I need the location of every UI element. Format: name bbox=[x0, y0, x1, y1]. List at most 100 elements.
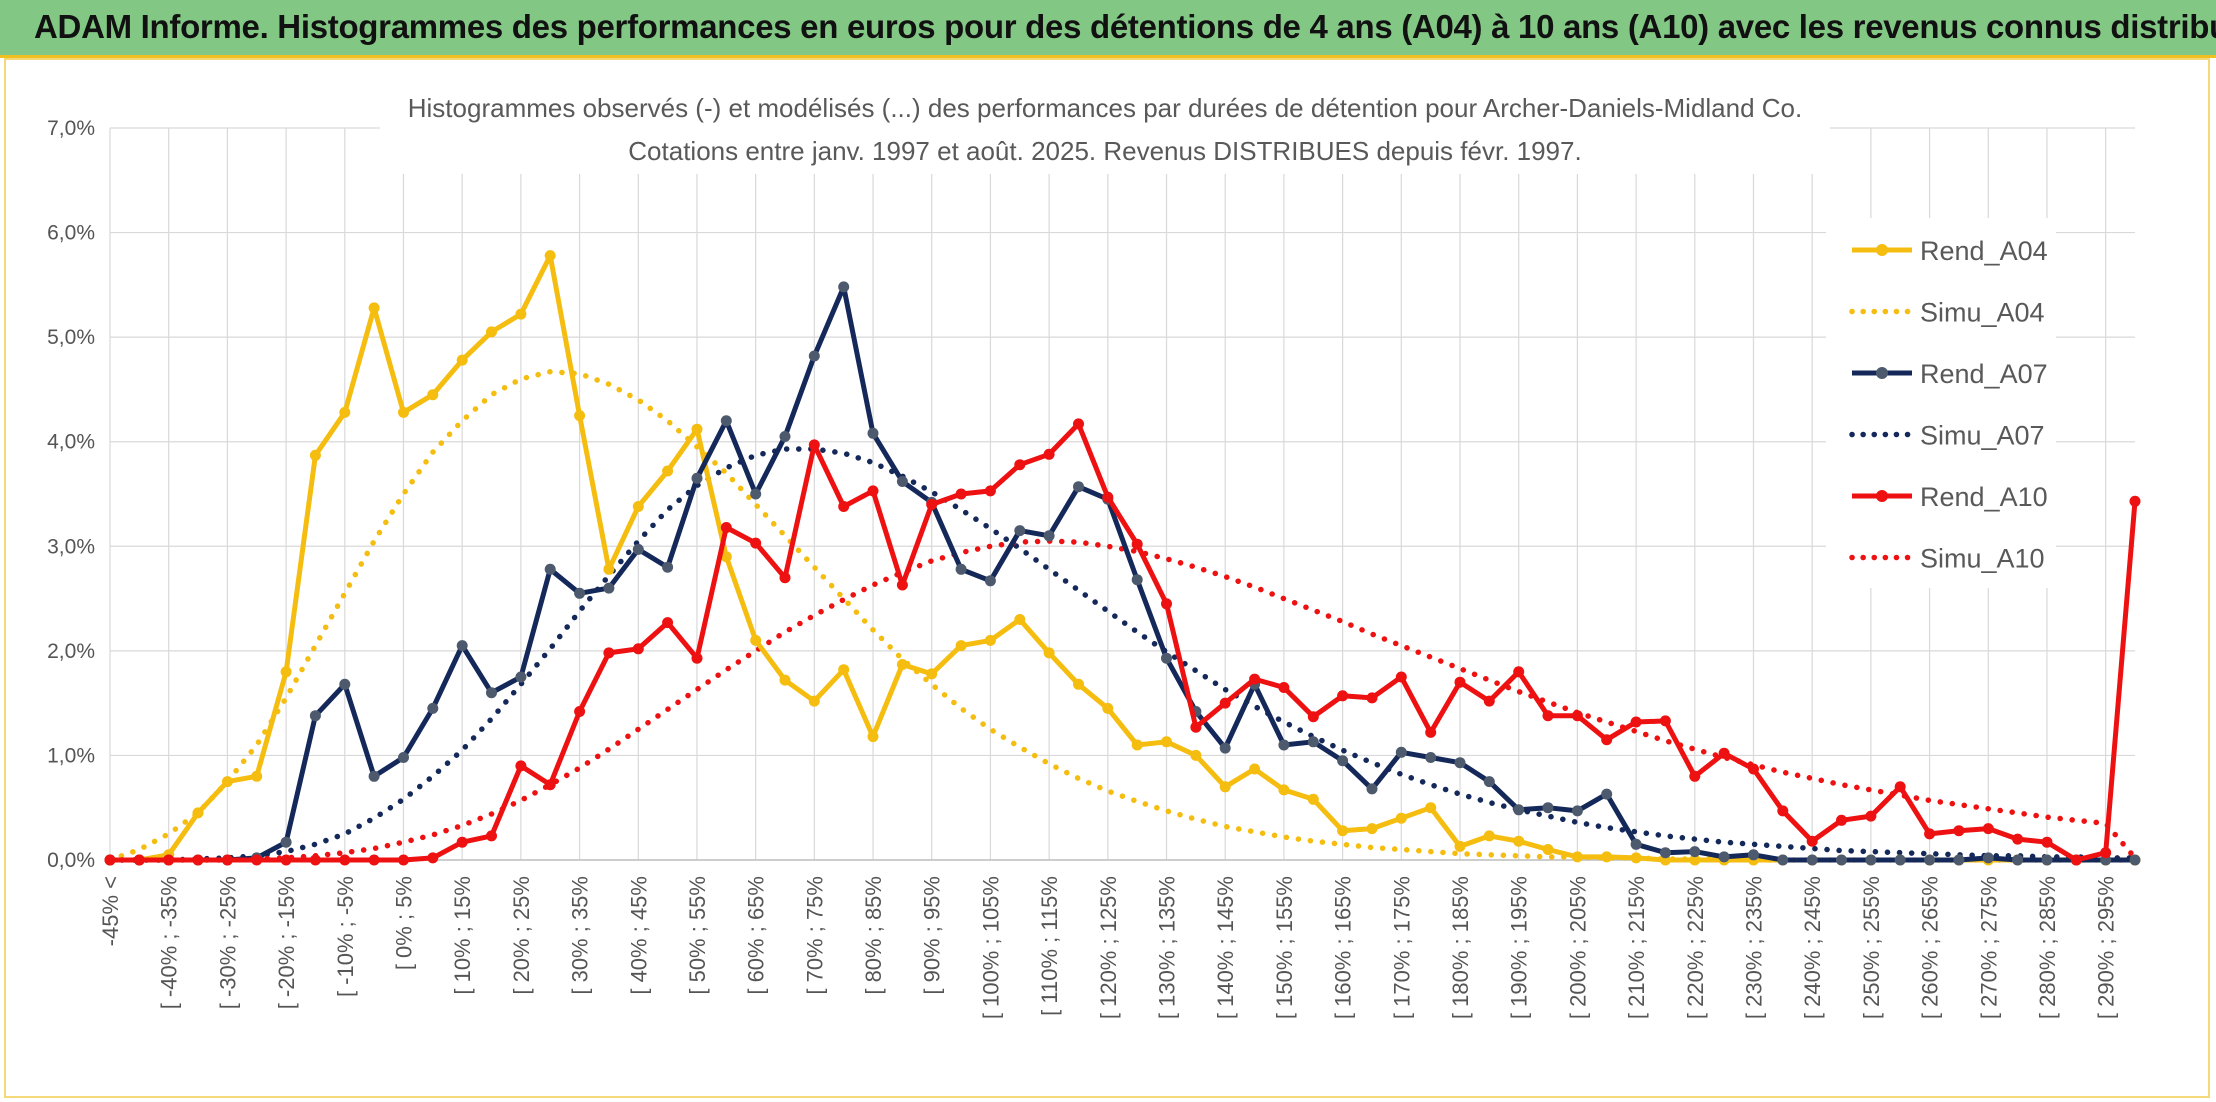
y-tick-label: 4,0% bbox=[47, 431, 95, 454]
data-point bbox=[574, 410, 586, 422]
data-point bbox=[1689, 770, 1701, 782]
data-point bbox=[309, 449, 321, 461]
y-axis: 0,0% 1,0% 2,0% 3,0% 4,0% 5,0% 6,0% 7,0% bbox=[47, 117, 95, 872]
data-point bbox=[1102, 702, 1114, 714]
x-tick-label: [ -30% ; -25% bbox=[215, 876, 240, 1009]
data-point bbox=[1630, 716, 1642, 728]
data-point bbox=[1659, 715, 1671, 727]
x-tick-label: [ 0% ; 5% bbox=[391, 876, 416, 970]
data-point bbox=[1190, 749, 1202, 761]
data-point bbox=[339, 678, 351, 690]
data-point bbox=[1307, 793, 1319, 805]
data-point bbox=[1366, 692, 1378, 704]
x-tick-label: [ 250% ; 255% bbox=[1859, 876, 1884, 1019]
data-point bbox=[984, 634, 996, 646]
data-point bbox=[603, 647, 615, 659]
series-line-Simu_A04 bbox=[107, 368, 2138, 863]
data-point bbox=[1777, 854, 1789, 866]
data-point bbox=[1161, 736, 1172, 748]
legend-item-Rend_A07: Rend_A07 bbox=[1852, 359, 2048, 389]
series-Rend_A10 bbox=[104, 418, 2141, 866]
data-point bbox=[1131, 574, 1143, 586]
data-point bbox=[2012, 833, 2024, 845]
data-point bbox=[2070, 854, 2082, 866]
data-point bbox=[1131, 538, 1143, 550]
data-point bbox=[486, 326, 497, 338]
x-tick-label: -45% < bbox=[98, 876, 123, 946]
data-point bbox=[280, 836, 292, 848]
data-point bbox=[984, 575, 996, 587]
x-tick-label: [ 140% ; 145% bbox=[1213, 876, 1238, 1019]
data-point bbox=[632, 543, 644, 555]
data-point bbox=[867, 485, 879, 497]
x-tick-label: [ 10% ; 15% bbox=[450, 876, 475, 995]
data-point bbox=[662, 617, 674, 629]
x-tick-label: [ 280% ; 285% bbox=[2035, 876, 2060, 1019]
data-point bbox=[1689, 854, 1701, 866]
x-tick-label: [ 40% ; 45% bbox=[626, 876, 651, 995]
series-line-Simu_A07 bbox=[107, 446, 2138, 863]
y-tick-label: 5,0% bbox=[47, 326, 95, 349]
data-point bbox=[2012, 854, 2024, 866]
data-point bbox=[1865, 854, 1877, 866]
data-point bbox=[1542, 844, 1554, 855]
data-point bbox=[486, 830, 497, 842]
data-point bbox=[1718, 747, 1730, 759]
series-Simu_A07 bbox=[107, 446, 2138, 863]
legend-label: Rend_A07 bbox=[1920, 359, 2048, 389]
legend-label: Simu_A07 bbox=[1920, 421, 2045, 451]
data-point bbox=[1366, 783, 1378, 795]
data-point bbox=[691, 472, 703, 484]
data-point bbox=[720, 415, 732, 427]
x-tick-label: [ 270% ; 275% bbox=[1976, 876, 2001, 1019]
data-point bbox=[1982, 852, 1994, 864]
data-point bbox=[1982, 823, 1994, 835]
data-point bbox=[251, 770, 263, 782]
data-point bbox=[955, 640, 967, 652]
data-point bbox=[574, 587, 586, 599]
data-point bbox=[192, 807, 204, 819]
y-tick-label: 1,0% bbox=[47, 744, 95, 767]
y-tick-label: 7,0% bbox=[47, 117, 95, 140]
series-line-Rend_A07 bbox=[110, 284, 2135, 863]
data-point bbox=[427, 389, 439, 401]
data-point bbox=[896, 476, 908, 487]
data-point bbox=[603, 563, 615, 575]
x-tick-label: [ -40% ; -35% bbox=[157, 876, 182, 1009]
data-point bbox=[2129, 854, 2141, 866]
data-point bbox=[955, 488, 967, 500]
x-tick-label: [ 290% ; 295% bbox=[2094, 876, 2119, 1019]
x-tick-label: [ 150% ; 155% bbox=[1272, 876, 1297, 1019]
data-point bbox=[339, 406, 351, 418]
data-point bbox=[1425, 726, 1437, 738]
data-point bbox=[603, 582, 615, 594]
x-tick-label: [ 210% ; 215% bbox=[1624, 876, 1649, 1019]
data-point bbox=[515, 760, 527, 772]
data-point bbox=[1571, 805, 1583, 817]
y-tick-label: 3,0% bbox=[47, 535, 95, 558]
data-point bbox=[720, 522, 732, 533]
data-point bbox=[1454, 757, 1466, 769]
data-point bbox=[280, 666, 292, 678]
data-point bbox=[1337, 825, 1349, 837]
data-point bbox=[251, 854, 263, 866]
chart-title-line1: Histogrammes observés (-) et modélisés (… bbox=[408, 93, 1803, 123]
data-point bbox=[838, 501, 850, 512]
x-tick-label: [ 110% ; 115% bbox=[1037, 876, 1062, 1016]
data-point bbox=[1073, 678, 1084, 690]
data-point bbox=[368, 770, 380, 782]
data-point bbox=[1806, 854, 1818, 866]
report-title: ADAM Informe. Histogrammes des performan… bbox=[34, 8, 2216, 45]
data-point bbox=[1366, 823, 1378, 835]
report-banner: ADAM Informe. Histogrammes des performan… bbox=[0, 0, 2216, 58]
data-point bbox=[1249, 673, 1261, 685]
data-point bbox=[808, 350, 820, 362]
series-Simu_A04 bbox=[107, 368, 2138, 863]
x-tick-label: [ -10% ; -5% bbox=[333, 876, 358, 997]
data-point bbox=[1014, 614, 1026, 625]
data-point bbox=[104, 854, 116, 866]
legend-marker bbox=[1876, 490, 1888, 502]
chart-title-line2: Cotations entre janv. 1997 et août. 2025… bbox=[628, 136, 1581, 166]
data-point bbox=[398, 406, 409, 418]
data-point bbox=[808, 695, 820, 707]
